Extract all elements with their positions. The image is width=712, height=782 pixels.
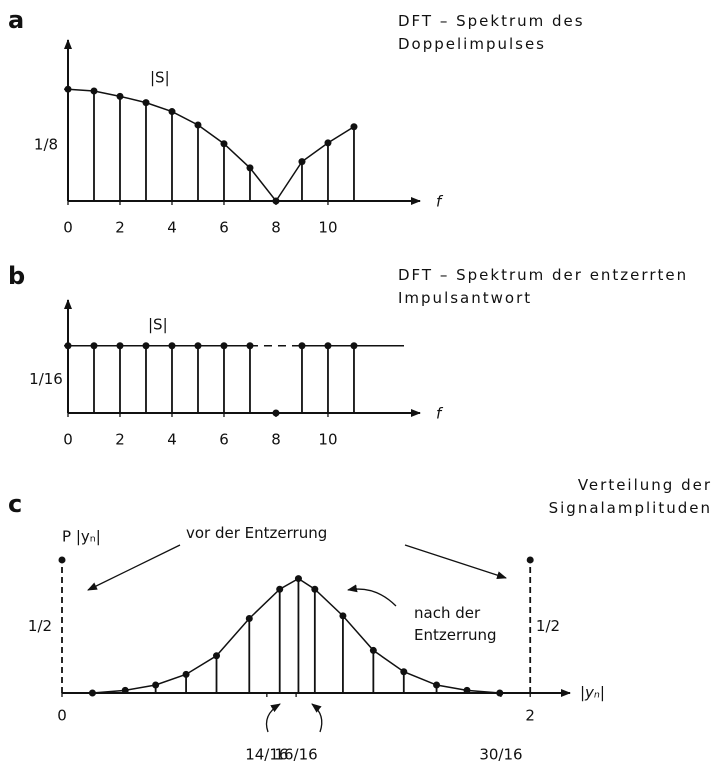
x-tick-label: 2 xyxy=(115,431,125,449)
stem-dot xyxy=(526,556,534,564)
x-tick-label: 0 xyxy=(63,431,73,449)
y-tick-label: 1/2 xyxy=(28,617,52,635)
stem-dot xyxy=(58,556,66,564)
chart-title: DFT – Spektrum des Doppelimpulses xyxy=(398,12,585,53)
x-tick-label: 16/16 xyxy=(274,746,317,764)
x-axis-label: f xyxy=(436,405,444,423)
arrow xyxy=(87,544,181,591)
arrow xyxy=(311,703,323,733)
x-axis-label: f xyxy=(436,193,444,211)
panel-label: c xyxy=(8,490,23,518)
panel-label: a xyxy=(8,6,25,34)
x-tick-label: 14/16 xyxy=(245,746,288,764)
arrow xyxy=(404,544,507,580)
x-tick-label: 8 xyxy=(271,219,281,237)
panel-label: b xyxy=(8,262,26,290)
y-axis-label: |S| xyxy=(148,316,168,334)
x-tick-label: 4 xyxy=(167,219,177,237)
chart-title: DFT – Spektrum der entzerrten Impulsantw… xyxy=(398,266,689,307)
y-tick-label: 1/16 xyxy=(29,370,63,388)
y-tick-label: 1/8 xyxy=(34,136,58,154)
x-tick-label: 10 xyxy=(318,431,337,449)
x-tick-label: 2 xyxy=(525,707,535,725)
x-tick-label: 8 xyxy=(271,431,281,449)
arrow xyxy=(347,584,397,607)
arrow xyxy=(265,703,281,733)
x-tick-label: 10 xyxy=(318,219,337,237)
x-tick-label: 4 xyxy=(167,431,177,449)
stem-dot xyxy=(272,409,280,417)
curve xyxy=(67,88,355,203)
annotation-arrows xyxy=(87,544,507,733)
y-axis-label: P |yₙ| xyxy=(62,528,101,546)
x-tick-label: 0 xyxy=(63,219,73,237)
x-tick-label: 0 xyxy=(57,707,67,725)
y-axis-label: |S| xyxy=(150,69,170,87)
curve xyxy=(92,577,500,694)
x-tick-label: 30/16 xyxy=(479,746,522,764)
x-tick-label: 6 xyxy=(219,219,229,237)
annotation: nach der Entzerrung xyxy=(414,604,497,644)
x-tick-label: 2 xyxy=(115,219,125,237)
x-axis-label: |yₙ| xyxy=(580,684,605,702)
y-tick-label: 1/2 xyxy=(536,617,560,635)
x-tick-label: 6 xyxy=(219,431,229,449)
annotation: vor der Entzerrung xyxy=(186,524,328,542)
chart-title: Verteilung der Signalamplituden xyxy=(548,476,712,517)
